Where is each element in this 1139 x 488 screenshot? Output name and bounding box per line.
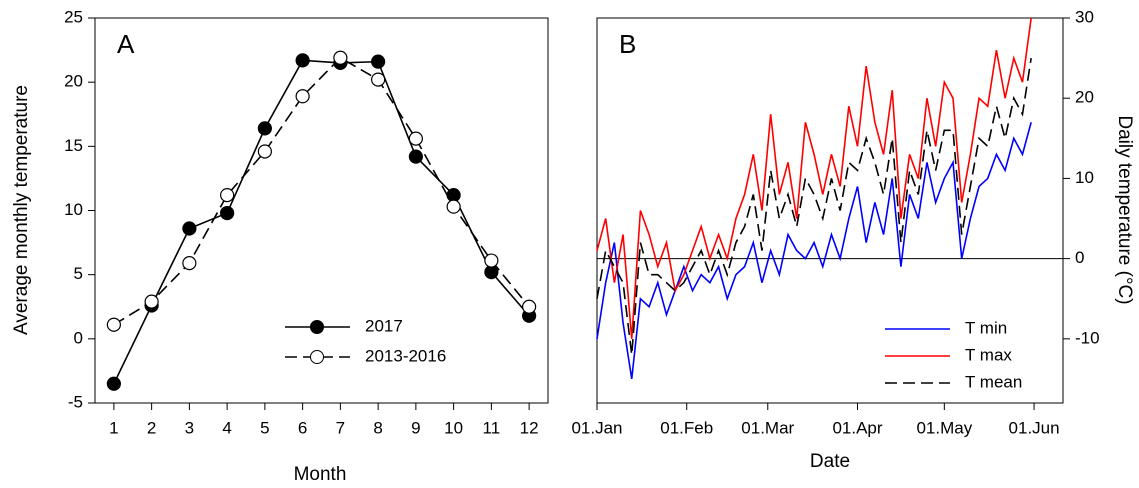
series-line: [596, 122, 1032, 380]
data-point: [408, 131, 423, 146]
y-tick-label: 0: [74, 328, 83, 347]
plot-frame: [94, 17, 549, 404]
data-point: [522, 299, 537, 314]
data-point: [182, 256, 197, 271]
y-tick-label: -10: [1075, 328, 1100, 347]
x-axis-label: Date: [810, 451, 850, 472]
x-tick-label: 01.Jan: [571, 418, 622, 437]
data-point: [182, 221, 197, 236]
x-tick-label: 8: [373, 418, 382, 437]
data-point: [220, 205, 235, 221]
y-tick-label: 30: [1075, 7, 1094, 26]
series-line: [113, 56, 530, 326]
data-point: [408, 149, 423, 164]
x-tick-label: 9: [411, 418, 420, 437]
y-tick-label: 10: [64, 200, 83, 219]
data-point: [484, 253, 499, 268]
data-point: [446, 199, 461, 214]
x-tick-label: 3: [185, 418, 194, 437]
data-point: [333, 50, 348, 65]
y-axis-label: Daily temperature (°C): [1114, 115, 1135, 304]
x-tick-label: 11: [483, 418, 501, 437]
data-point: [295, 89, 310, 104]
x-tick-label: 10: [444, 418, 463, 437]
legend-label: 2013-2016: [365, 346, 446, 365]
legend-label: T max: [965, 345, 1012, 364]
y-tick-label: 5: [74, 264, 83, 283]
series-line: [596, 57, 1032, 355]
x-tick-label: 1: [109, 418, 118, 437]
y-tick-label: 20: [64, 72, 83, 91]
x-tick-label: 01.Jun: [1009, 418, 1060, 437]
legend-label: T min: [965, 318, 1007, 337]
legend-label: 2017: [365, 316, 403, 335]
legend-marker: [310, 350, 324, 364]
x-tick-label: 01.Feb: [660, 418, 713, 437]
y-tick-label: 20: [1075, 88, 1094, 107]
x-tick-label: 7: [336, 418, 345, 437]
panel-label: B: [619, 29, 636, 59]
x-tick-label: 6: [298, 418, 307, 437]
data-point: [106, 317, 121, 332]
x-axis-label: Month: [294, 464, 347, 485]
data-point: [257, 144, 272, 159]
y-axis-label: Average monthly temperature: [11, 85, 32, 335]
plot-frame: [596, 17, 1064, 404]
y-tick-label: 10: [1075, 168, 1094, 187]
data-point: [220, 188, 235, 203]
x-tick-label: 01.Mar: [741, 418, 794, 437]
legend-label: T mean: [965, 372, 1022, 391]
data-point: [257, 121, 272, 136]
panel-label: A: [117, 29, 135, 59]
series-line: [596, 17, 1032, 339]
data-point: [144, 294, 159, 309]
data-point: [371, 54, 386, 69]
y-tick-label: 25: [64, 7, 83, 26]
y-tick-label: 0: [1075, 248, 1084, 267]
x-tick-label: 01.Apr: [832, 418, 882, 437]
x-tick-label: 12: [520, 418, 539, 437]
x-tick-label: 2: [147, 418, 156, 437]
data-point: [295, 53, 310, 68]
x-tick-label: 5: [260, 418, 269, 437]
series-line: [113, 59, 530, 385]
x-tick-label: 4: [222, 418, 231, 437]
data-point: [106, 376, 121, 391]
data-point: [371, 72, 386, 87]
legend-marker: [310, 320, 324, 334]
y-tick-label: 15: [64, 136, 83, 155]
y-tick-label: -5: [68, 392, 83, 411]
x-tick-label: 01.May: [916, 418, 972, 437]
